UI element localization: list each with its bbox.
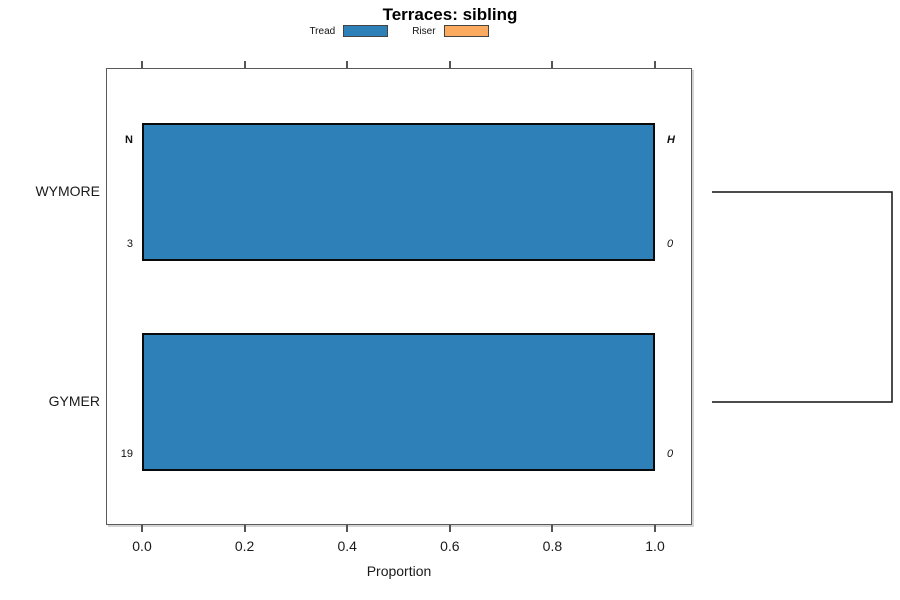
annotation-left-value-gymer: 19 [120, 448, 133, 460]
y-category-label-gymer: GYMER [48, 393, 100, 409]
legend-item-tread: Tread [309, 25, 389, 37]
annotation-right-value-gymer: 0 [667, 448, 674, 460]
chart-title: Terraces: sibling [382, 5, 518, 24]
x-axis-tick-label: 0.8 [542, 538, 563, 554]
legend-swatch-riser [443, 25, 489, 37]
x-axis-tick-bottom [141, 525, 143, 532]
x-axis-tick-bottom [551, 525, 554, 532]
y-category-label-wymore: WYMORE [35, 183, 100, 199]
x-axis-tick-bottom [448, 525, 451, 532]
x-axis-tick-top [551, 61, 554, 68]
x-axis-tick-bottom [346, 525, 349, 532]
x-axis-tick-top [448, 61, 451, 68]
bar-tread-gymer [142, 333, 655, 471]
x-axis-tick-top [141, 61, 143, 68]
annotation-left-value-wymore: 3 [126, 238, 133, 250]
legend-item-riser: Riser [412, 25, 489, 37]
legend-swatch-tread [343, 25, 389, 37]
x-axis-tick-label: 0.4 [337, 538, 357, 554]
bar-tread-wymore [142, 123, 655, 261]
x-axis-tick-top [243, 61, 246, 68]
x-axis-tick-label: 0.0 [132, 538, 152, 554]
annotation-right-value-wymore: 0 [667, 238, 674, 250]
x-axis-tick-top [346, 61, 349, 68]
x-axis-label: Proportion [366, 563, 432, 579]
x-axis-tick-label: 0.6 [440, 538, 460, 554]
annotation-right-header: H [667, 134, 675, 146]
annotation-left-header: N [125, 134, 133, 146]
x-axis-tick-label: 0.2 [234, 538, 255, 554]
legend-label-riser: Riser [412, 25, 436, 37]
x-axis-tick-top [654, 61, 656, 68]
x-axis-tick-bottom [243, 525, 246, 532]
x-axis-tick-label: 1.0 [645, 538, 665, 554]
legend: Tread Riser [106, 25, 692, 37]
legend-label-tread: Tread [309, 25, 336, 37]
x-axis-tick-bottom [654, 525, 656, 532]
